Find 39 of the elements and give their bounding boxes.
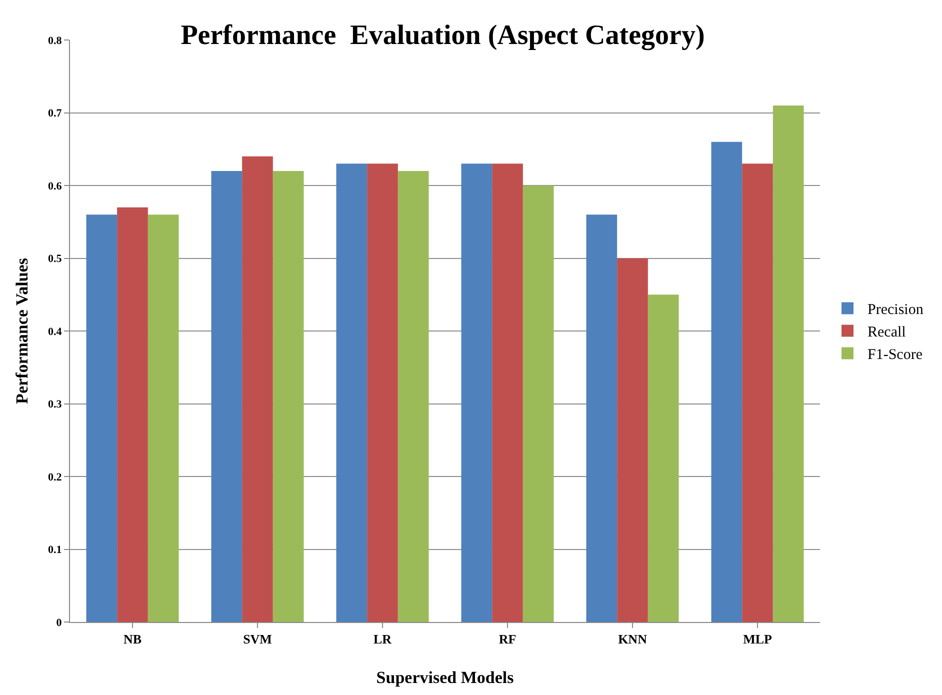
y-axis-title: Performance Values (12, 258, 32, 404)
x-tick-label: MLP (743, 632, 772, 647)
bar (742, 164, 773, 622)
bar (772, 105, 804, 622)
bar (398, 170, 429, 622)
chart-title: Performance Evaluation (Aspect Category) (180, 20, 705, 51)
bar (461, 164, 492, 622)
legend-label: Precision (868, 302, 924, 318)
bar (492, 164, 523, 622)
y-tick-label: 0.2 (48, 471, 62, 484)
y-tick-label: 0.5 (48, 253, 62, 266)
y-tick-label: 0.4 (48, 326, 62, 338)
y-tick-label: 0.7 (48, 108, 62, 120)
x-tick-label: SVM (243, 632, 272, 647)
bar (367, 164, 398, 622)
x-tick-label: LR (373, 632, 392, 647)
y-tick-label: 0 (56, 616, 62, 629)
x-tick-label: NB (123, 632, 142, 647)
x-tick-label: KNN (618, 632, 648, 647)
x-axis-title: Supervised Models (376, 668, 514, 687)
bar (336, 164, 368, 622)
bar (117, 207, 148, 622)
x-tick-label: RF (498, 632, 516, 647)
bar (272, 170, 304, 622)
bar (211, 170, 242, 622)
legend-label: Recall (868, 324, 906, 341)
y-tick-label: 0.3 (48, 398, 62, 411)
bar (648, 294, 679, 622)
y-tick-label: 0.8 (48, 34, 62, 47)
y-tick-label: 0.1 (48, 544, 62, 556)
y-tick-label: 0.6 (48, 180, 62, 192)
bar (711, 142, 742, 622)
bar (617, 258, 648, 622)
legend-label: F1-Score (868, 347, 923, 364)
bar (86, 214, 118, 622)
bar (586, 214, 618, 622)
bar (242, 156, 273, 622)
bar (522, 186, 554, 622)
bar (148, 214, 179, 622)
